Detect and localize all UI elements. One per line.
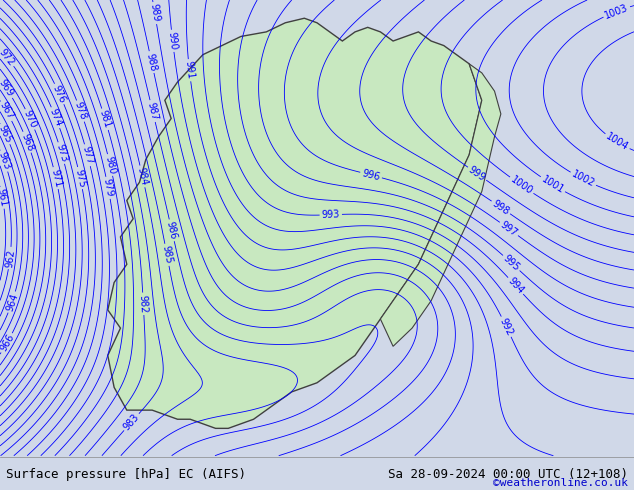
Text: 976: 976 xyxy=(51,83,68,104)
Text: 990: 990 xyxy=(167,31,179,50)
Text: 964: 964 xyxy=(4,292,20,313)
Text: 972: 972 xyxy=(0,47,16,68)
Text: 962: 962 xyxy=(4,248,16,268)
Text: 996: 996 xyxy=(361,168,381,182)
Polygon shape xyxy=(108,18,482,428)
Text: ©weatheronline.co.uk: ©weatheronline.co.uk xyxy=(493,478,628,488)
Text: 998: 998 xyxy=(491,198,511,217)
Text: 982: 982 xyxy=(138,294,149,313)
Text: 980: 980 xyxy=(103,155,117,175)
Text: 988: 988 xyxy=(145,52,158,72)
Text: 970: 970 xyxy=(22,109,39,130)
Text: 983: 983 xyxy=(122,412,141,432)
Text: 961: 961 xyxy=(0,188,9,208)
Text: 978: 978 xyxy=(73,100,88,122)
Text: 974: 974 xyxy=(48,107,64,128)
Text: 993: 993 xyxy=(321,209,340,220)
Text: 985: 985 xyxy=(160,245,174,265)
Text: 971: 971 xyxy=(49,168,63,188)
Text: 973: 973 xyxy=(54,143,69,163)
Text: 1000: 1000 xyxy=(508,174,534,196)
Text: 995: 995 xyxy=(501,253,522,273)
Text: 979: 979 xyxy=(101,178,115,198)
Text: 977: 977 xyxy=(81,145,94,166)
Text: 997: 997 xyxy=(498,220,519,239)
Text: 991: 991 xyxy=(183,61,195,80)
Text: 967: 967 xyxy=(0,100,15,122)
Text: 1002: 1002 xyxy=(570,169,597,189)
Text: 1001: 1001 xyxy=(540,174,566,195)
Text: 963: 963 xyxy=(0,150,12,171)
Text: 981: 981 xyxy=(98,109,112,129)
Text: 968: 968 xyxy=(19,132,36,152)
Text: 999: 999 xyxy=(467,164,488,183)
Text: 1003: 1003 xyxy=(604,2,630,21)
Text: 987: 987 xyxy=(146,101,160,121)
Text: 975: 975 xyxy=(74,168,87,188)
Text: 994: 994 xyxy=(506,276,526,296)
Text: 989: 989 xyxy=(148,3,161,23)
Text: 965: 965 xyxy=(0,123,14,145)
Polygon shape xyxy=(380,64,501,346)
Text: Surface pressure [hPa] EC (AIFS): Surface pressure [hPa] EC (AIFS) xyxy=(6,467,247,481)
Text: 992: 992 xyxy=(498,316,515,337)
Text: 984: 984 xyxy=(136,166,150,187)
Text: 966: 966 xyxy=(0,333,16,353)
Text: 986: 986 xyxy=(165,220,179,241)
Text: Sa 28-09-2024 00:00 UTC (12+108): Sa 28-09-2024 00:00 UTC (12+108) xyxy=(387,467,628,481)
Text: 1004: 1004 xyxy=(604,131,630,152)
Text: 969: 969 xyxy=(0,78,16,99)
